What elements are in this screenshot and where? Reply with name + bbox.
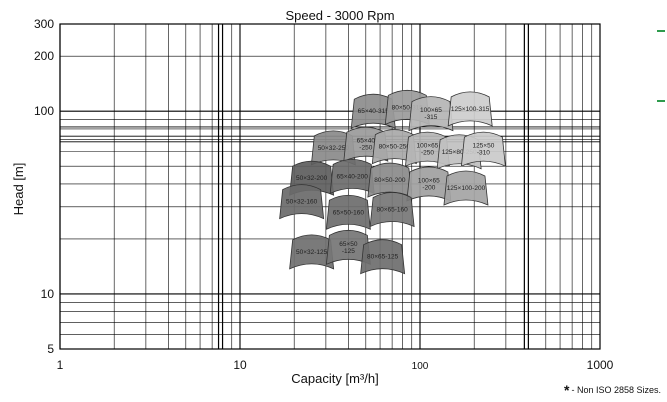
pump-size-region: 65×40-200: [329, 158, 375, 195]
pump-size-shape: [443, 170, 489, 206]
pump-size-label: 50×32-250: [318, 145, 350, 152]
pump-size-label: 65×40-315: [358, 108, 390, 115]
pump-size-label: -250: [359, 145, 372, 152]
pump-size-region: 80×50-200: [367, 162, 413, 198]
pump-size-region: 50×32-160: [279, 184, 325, 220]
pump-size-region: 65×40-315: [350, 93, 396, 129]
pump-size-label: 65×40-200: [337, 173, 369, 180]
pump-size-label: 80×50-315: [392, 104, 424, 111]
pump-size-region: 125×100-200: [443, 170, 489, 206]
pump-size-label: 50×32-125: [296, 249, 328, 256]
y-axis-label: Head [m]: [11, 163, 26, 216]
legend-dash-decoration: [657, 100, 665, 102]
chart-title: Speed - 3000 Rpm: [285, 8, 394, 23]
y-tick-label: 300: [34, 17, 54, 31]
pump-size-shape: [289, 234, 335, 270]
pump-size-shape: [279, 184, 325, 220]
pump-size-shape: [460, 131, 506, 167]
pump-size-label: 65×40: [357, 138, 376, 145]
pump-size-label: 80×50-250: [379, 144, 411, 151]
pump-size-label: 80×65-125: [367, 254, 399, 261]
pump-size-label: 50×32-200: [296, 175, 328, 182]
pump-size-label: 125×100-200: [447, 185, 486, 192]
pump-size-regions: 65×40-31580×50-315100×65-315125×100-3155…: [279, 89, 506, 275]
pump-size-region: 100×65-200: [406, 166, 452, 202]
pump-size-shape: [371, 129, 417, 165]
x-tick-label: 100: [412, 361, 429, 372]
pump-size-region: 100×65-315: [408, 96, 454, 132]
pump-size-label: -250: [421, 150, 434, 157]
pump-size-label: -125: [342, 248, 355, 255]
pump-size-region: 80×50-250: [371, 129, 417, 165]
y-tick-label: 5: [47, 342, 54, 356]
pump-size-shape: [350, 93, 396, 129]
pump-size-label: -315: [424, 114, 437, 121]
plot-frame: [59, 23, 601, 350]
pump-size-region: 125×50-310: [460, 131, 506, 167]
footnote: * - Non ISO 2858 Sizes.: [564, 382, 661, 398]
pump-size-shape: [447, 91, 493, 127]
pump-size-label: -310: [477, 150, 490, 157]
pump-size-shape: [325, 194, 371, 230]
pump-size-shape: [360, 239, 406, 275]
legend-dash-decoration: [657, 30, 665, 32]
pump-size-label: 125×100-315: [451, 106, 490, 113]
pump-size-shape: [408, 96, 454, 132]
pump-size-region: 125×100-315: [447, 91, 493, 127]
footnote-text: - Non ISO 2858 Sizes.: [571, 385, 661, 395]
pump-size-label: 65×50: [339, 241, 358, 248]
x-tick-label: 1: [57, 358, 64, 372]
pump-size-label: 125×80-250: [442, 149, 477, 156]
axis-ticks: 1 10 100 1000 5 10 100 200 300: [34, 17, 614, 372]
footnote-marker: *: [564, 382, 570, 398]
pump-size-region: 80×65-125: [360, 239, 406, 275]
pump-size-label: 100×65: [417, 143, 439, 150]
pump-size-label: 50×32-160: [286, 199, 318, 206]
y-tick-label: 100: [34, 104, 54, 118]
pump-size-label: 80×65-160: [376, 206, 408, 213]
pump-size-label: 65×50-160: [333, 209, 365, 216]
pump-size-label: 100×65: [420, 107, 442, 114]
y-tick-label: 10: [41, 287, 55, 301]
x-tick-label: 1000: [587, 358, 614, 372]
pump-size-shape: [369, 192, 415, 228]
x-tick-label: 10: [233, 358, 247, 372]
pump-size-region: 50×32-125: [289, 234, 335, 270]
pump-size-label: 125×50: [472, 143, 494, 150]
x-axis-label: Capacity [m³/h]: [291, 371, 378, 386]
y-tick-label: 200: [34, 49, 54, 63]
pump-size-region: 80×65-160: [369, 192, 415, 228]
pump-size-label: -200: [422, 184, 435, 191]
pump-size-region: 65×50-160: [325, 194, 371, 230]
pump-size-label: 100×65: [418, 177, 440, 184]
pump-size-label: 80×50-200: [374, 177, 406, 184]
